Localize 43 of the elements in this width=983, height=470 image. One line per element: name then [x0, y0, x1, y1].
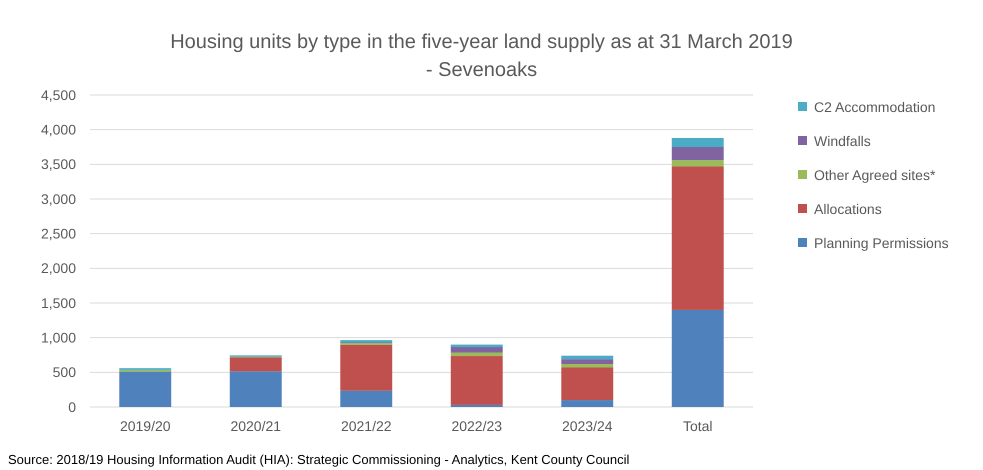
- bar: [119, 372, 172, 407]
- y-tick-label: 2,500: [40, 226, 76, 242]
- bar: [340, 340, 392, 343]
- bar: [561, 364, 614, 368]
- y-tick-label: 500: [52, 364, 76, 380]
- bar: [672, 138, 724, 147]
- bar: [561, 359, 614, 364]
- x-tick-label: 2019/20: [120, 418, 171, 434]
- bar: [672, 160, 724, 166]
- x-tick-label: 2021/22: [340, 418, 392, 434]
- bar: [340, 390, 392, 407]
- bar: [230, 371, 282, 407]
- y-tick-label: 4,000: [40, 122, 76, 138]
- y-tick-label: 2,000: [40, 260, 76, 276]
- bar: [672, 166, 724, 310]
- y-tick-label: 4,500: [40, 86, 76, 103]
- y-tick-label: 1,500: [40, 294, 76, 311]
- x-tick-label: 2022/23: [451, 418, 502, 434]
- bar: [561, 356, 614, 360]
- bar: [561, 400, 614, 407]
- bar: [450, 347, 503, 353]
- legend-label: C2 Accommodation: [814, 98, 936, 115]
- legend-label: Windfalls: [814, 132, 871, 149]
- bar: [672, 310, 724, 407]
- bar: [672, 147, 724, 160]
- bar: [230, 357, 282, 372]
- bar: [450, 356, 503, 405]
- y-tick-label: 1,000: [40, 330, 76, 346]
- bar: [340, 344, 392, 391]
- legend-label: Allocations: [814, 200, 882, 217]
- legend-label: Planning Permissions: [814, 234, 949, 251]
- x-tick-label: Total: [682, 418, 713, 434]
- source-note: Source: 2018/19 Housing Information Audit (HIA): Strategic Commissioning - Analytics, Kent County Council: [8, 452, 630, 467]
- bar: [450, 344, 503, 348]
- x-tick-label: 2020/21: [230, 418, 282, 434]
- x-tick-label: 2023/24: [562, 418, 613, 434]
- y-tick-label: 0: [68, 398, 76, 415]
- bar: [561, 367, 614, 400]
- legend-label: Other Agreed sites*: [814, 166, 936, 183]
- chart-title: Housing units by type in the five-year land supply as at 31 March 2019 - Sevenoaks: [170, 31, 793, 81]
- bar: [450, 352, 503, 356]
- y-tick-label: 3,000: [40, 190, 76, 207]
- y-tick-label: 3,500: [40, 156, 76, 172]
